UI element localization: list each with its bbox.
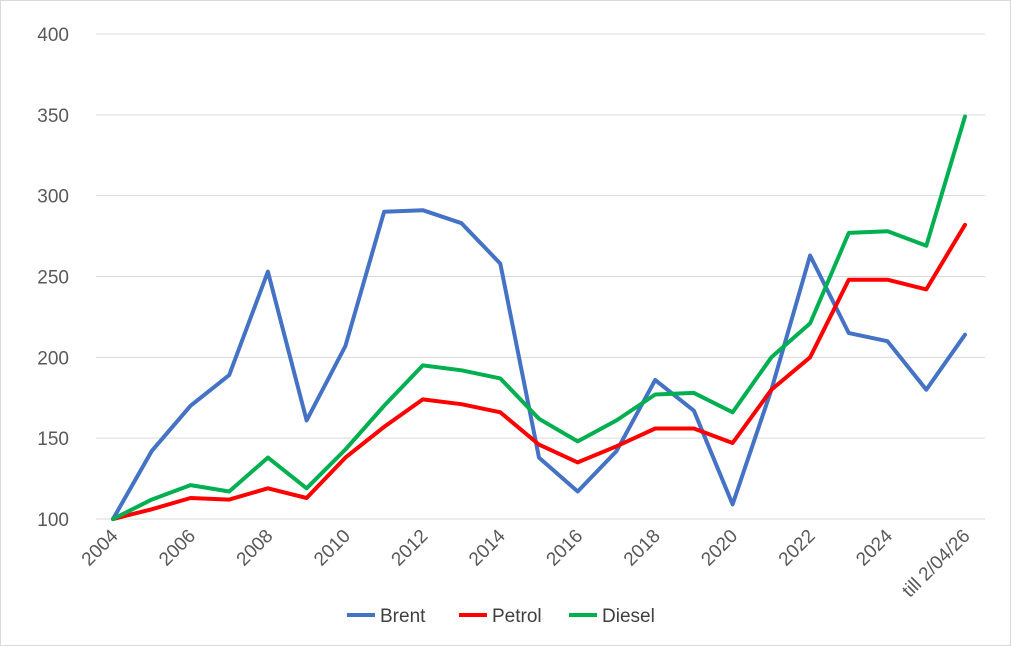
y-tick-label: 200 [37, 348, 69, 369]
y-axis-tick-labels: 100 150 200 250 300 350 400 [37, 25, 69, 531]
legend-label-brent: Brent [380, 606, 426, 627]
legend-label-diesel: Diesel [602, 606, 655, 627]
y-tick-label: 300 [37, 187, 69, 208]
y-tick-label: 150 [37, 429, 69, 450]
series-line-brent [111, 208, 967, 521]
legend-label-petrol: Petrol [492, 606, 542, 627]
x-tick-label: 2014 [465, 525, 510, 570]
y-tick-label: 100 [37, 510, 69, 531]
series-lines [111, 114, 967, 521]
x-tick-label: 2020 [697, 526, 742, 571]
x-tick-label: 2004 [78, 525, 123, 570]
y-tick-label: 350 [37, 106, 69, 127]
x-tick-label: 2016 [543, 526, 588, 571]
y-tick-label: 400 [37, 25, 69, 46]
x-tick-label: 2008 [233, 526, 278, 571]
x-tick-label: 2006 [155, 526, 200, 571]
x-tick-label: 2024 [852, 525, 897, 570]
x-tick-label: 2018 [620, 526, 665, 571]
x-tick-label: 2012 [388, 526, 433, 571]
x-tick-label: 2010 [310, 526, 355, 571]
y-tick-label: 250 [37, 268, 69, 289]
x-axis-tick-labels: 2004 2006 2008 2010 2012 2014 2016 2018 2020 2022… [78, 525, 975, 601]
x-tick-label: 2022 [775, 526, 820, 571]
series-line-petrol [111, 222, 967, 521]
legend: Brent Petrol Diesel [347, 606, 655, 627]
series-line-diesel [111, 114, 967, 521]
x-tick-label: till 2/04/26 [898, 526, 974, 602]
gridlines [96, 33, 985, 520]
